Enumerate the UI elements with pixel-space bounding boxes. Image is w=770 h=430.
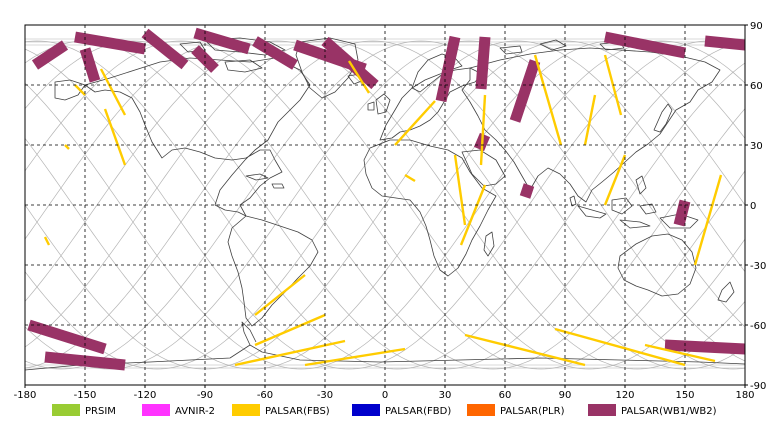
- wb-strip: [704, 35, 746, 51]
- fbs-strip: [644, 343, 716, 363]
- coast-british-isles: [367, 93, 391, 115]
- wb-strip: [193, 27, 251, 55]
- fbs-strip: [554, 327, 686, 367]
- wb-strip: [603, 31, 687, 59]
- wb-strip: [673, 199, 691, 227]
- fbs-strip: [64, 144, 70, 150]
- fbs-strip: [234, 339, 346, 367]
- y-tick-label: 30: [750, 141, 763, 152]
- coast-antarctica: [24, 344, 746, 371]
- fbs-strip: [103, 108, 127, 166]
- coast-europe: [379, 67, 483, 141]
- x-tick-label: -120: [134, 390, 157, 401]
- coast-alaska: [54, 79, 86, 101]
- y-tick-label: -90: [750, 381, 766, 392]
- fbs-strip: [464, 333, 586, 367]
- wb-strip: [74, 31, 146, 55]
- x-tick-label: 30: [439, 390, 452, 401]
- x-tick-label: -180: [14, 390, 37, 401]
- fbs-strip: [693, 174, 723, 266]
- legend-swatch: [52, 404, 80, 416]
- wb-strip: [435, 35, 461, 103]
- latitude-tick-labels: 90 60 30 0 -30 -60 -90: [745, 21, 766, 392]
- legend-swatch: [352, 404, 380, 416]
- coast-australia: [617, 233, 697, 297]
- wb-strip: [519, 183, 535, 199]
- coast-caribbean: [245, 173, 285, 189]
- fbs-strip: [583, 94, 597, 146]
- legend-swatch: [467, 404, 495, 416]
- coast-sri-lanka: [569, 195, 577, 207]
- wb-strip: [31, 40, 69, 70]
- legend-swatch: [588, 404, 616, 416]
- coast-philippines: [635, 175, 647, 195]
- wb-strip: [475, 36, 491, 90]
- coast-antarctic-peninsula: [241, 321, 257, 346]
- x-tick-label: -30: [317, 390, 333, 401]
- legend-label: PALSAR(FBS): [265, 406, 330, 417]
- x-tick-label: 0: [382, 390, 388, 401]
- legend-label: PALSAR(WB1/WB2): [621, 406, 717, 417]
- fbs-strip: [74, 84, 86, 96]
- palsar-fbs-coverage: [43, 54, 723, 367]
- coast-greenland: [295, 37, 359, 99]
- legend-label: PALSAR(PLR): [500, 406, 565, 417]
- fbs-strip: [459, 184, 487, 246]
- fbs-strip: [304, 347, 406, 367]
- fbs-strip: [453, 154, 467, 226]
- y-tick-label: 60: [750, 81, 763, 92]
- coast-japan: [653, 103, 673, 133]
- x-tick-label: -90: [197, 390, 213, 401]
- legend-swatch: [232, 404, 260, 416]
- x-tick-label: 120: [615, 390, 634, 401]
- longitude-tick-labels: -180 -150 -120 -90 -60 -30 0 30 60 90 120 150 180: [14, 385, 755, 401]
- fbs-strip: [254, 313, 326, 347]
- coast-scandinavia: [411, 53, 463, 93]
- coast-new-zealand: [717, 281, 735, 303]
- x-tick-label: 90: [559, 390, 572, 401]
- wb-strip: [27, 319, 107, 355]
- fbs-strip: [533, 54, 563, 146]
- y-tick-label: -60: [750, 321, 766, 332]
- legend: PRSIM AVNIR-2 PALSAR(FBS) PALSAR(FBD) PALSAR…: [52, 404, 717, 417]
- fbs-strip: [99, 68, 127, 116]
- legend-label: PALSAR(FBD): [385, 406, 451, 417]
- wb-strip: [252, 36, 298, 70]
- wb-strip: [79, 47, 101, 83]
- coast-indonesia: [577, 197, 657, 229]
- x-tick-label: -60: [257, 390, 273, 401]
- x-tick-label: 60: [499, 390, 512, 401]
- y-tick-label: 90: [750, 21, 763, 32]
- y-tick-label: 0: [750, 201, 756, 212]
- wb-strip: [509, 59, 541, 123]
- fbs-strip: [347, 60, 371, 94]
- x-tick-label: 180: [735, 390, 754, 401]
- wb-strip: [664, 339, 746, 355]
- fbs-strip: [404, 173, 416, 183]
- fbs-strip: [603, 154, 627, 206]
- x-tick-label: -150: [74, 390, 97, 401]
- fbs-strip: [394, 100, 436, 146]
- legend-label: PRSIM: [85, 406, 116, 417]
- x-tick-label: 150: [675, 390, 694, 401]
- fbs-strip: [43, 236, 51, 246]
- legend-swatch: [142, 404, 170, 416]
- legend-label: AVNIR-2: [175, 406, 215, 417]
- coast-south-america: [227, 215, 319, 327]
- fbs-strip: [254, 274, 306, 316]
- coast-africa: [363, 139, 497, 277]
- palsar-wb-coverage: [27, 27, 746, 371]
- fbs-strip: [479, 94, 487, 166]
- y-tick-label: -30: [750, 261, 766, 272]
- wb-strip: [141, 28, 189, 70]
- coast-madagascar: [483, 231, 495, 257]
- wb-strip: [191, 45, 219, 73]
- grid-lines: [25, 25, 745, 385]
